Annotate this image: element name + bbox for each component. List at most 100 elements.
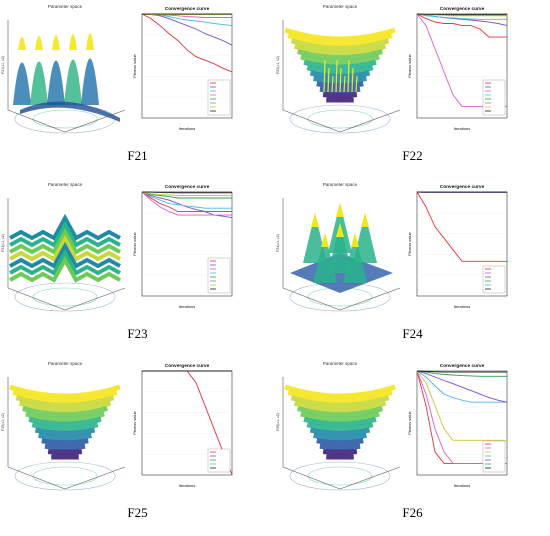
z-axis-label: F23(x1, x2) [1, 234, 5, 252]
convergence-plot: Convergence curve Iterations Fitness value [407, 184, 508, 309]
surface-wave [9, 220, 121, 248]
y-axis [64, 466, 126, 490]
surface-band [12, 390, 118, 404]
contour-line [289, 104, 391, 134]
function-label: F24 [402, 326, 423, 341]
surface-ridge [64, 59, 82, 105]
y-axis [339, 466, 401, 490]
legend-box [207, 79, 231, 116]
curve-title: Convergence curve [165, 363, 210, 369]
surface-band [290, 395, 390, 408]
figure-panel: Parameter space F26(x1, x2) Convergence cu… [275, 357, 550, 535]
surface-spike [331, 75, 334, 93]
y-axis-label: Fitness value [132, 410, 137, 434]
surface-band [313, 433, 367, 441]
series-line [416, 13, 507, 20]
x-axis-label: Iterations [179, 483, 195, 488]
surface-band [303, 416, 377, 427]
curve-title: Convergence curve [165, 6, 210, 12]
surface-spike [347, 59, 350, 93]
surface-peak-top [336, 203, 344, 217]
surface-spike [335, 59, 338, 93]
surface-title: Parameter space [48, 4, 83, 9]
surface-band [9, 384, 121, 399]
surface-band [316, 438, 364, 446]
surface-spike [327, 67, 330, 93]
series-line [416, 370, 507, 377]
function-label: F26 [402, 505, 423, 520]
x-axis [7, 287, 66, 311]
surface-title: Parameter space [323, 4, 358, 9]
convergence-plot: Convergence curve Iterations Fitness value [407, 363, 508, 488]
surface-band [41, 438, 89, 446]
series-line [416, 191, 507, 262]
surface-band [306, 422, 374, 432]
series-line [141, 191, 232, 196]
surface-band [322, 449, 358, 455]
x-axis-label: Iterations [179, 304, 195, 309]
x-axis [7, 466, 66, 490]
x-axis [282, 466, 341, 490]
curve-title: Convergence curve [440, 363, 485, 369]
y-axis-label: Fitness value [407, 410, 412, 434]
series-line [141, 191, 232, 209]
contour-line [14, 461, 116, 491]
surface-ridge-peak [69, 34, 77, 50]
surface-band [293, 43, 387, 56]
surface-peak-top [311, 213, 319, 227]
surface-title: Parameter space [48, 182, 83, 187]
y-axis [64, 109, 126, 133]
surface-ridge-peak [35, 36, 43, 50]
surface-band [293, 400, 387, 413]
surface-band [309, 70, 371, 80]
y-axis-label: Fitness value [132, 53, 137, 77]
surface-wave [9, 255, 121, 283]
y-axis-label: Fitness value [407, 53, 412, 77]
surface-ridge-peak [52, 35, 60, 50]
surface-band [287, 390, 393, 404]
function-label: F25 [127, 505, 148, 520]
series-line [141, 13, 233, 46]
surface-title: Parameter space [48, 361, 83, 366]
surface-plot: Parameter space F25(x1, x2) [1, 361, 126, 491]
series-line [416, 370, 507, 441]
x-axis-label: Iterations [454, 483, 470, 488]
surface-wave [9, 227, 121, 255]
curve-title: Convergence curve [440, 184, 485, 190]
curve-title: Convergence curve [165, 184, 210, 190]
contour-line [32, 466, 98, 486]
contour-line [32, 287, 98, 307]
legend-box [207, 257, 231, 294]
function-label: F21 [127, 148, 148, 163]
surface-band [25, 411, 105, 422]
series-line [141, 191, 232, 213]
x-axis-label: Iterations [179, 126, 195, 131]
curve-title: Convergence curve [440, 6, 485, 12]
z-axis-label: F26(x1, x2) [276, 413, 280, 431]
series-line [416, 370, 507, 403]
convergence-plot: Convergence curve Iterations Fitness value [132, 6, 233, 131]
z-axis-label: F25(x1, x2) [1, 413, 5, 431]
series-line [141, 191, 232, 216]
y-axis-label: Fitness value [132, 231, 137, 255]
legend-box [207, 448, 231, 473]
surface-band [309, 427, 371, 437]
series-line [416, 370, 507, 373]
figure-panel: Parameter space F22(x1, x2) Convergence cu… [275, 0, 550, 178]
contour-line [289, 461, 391, 491]
legend-box [482, 440, 506, 473]
series-line [416, 370, 508, 403]
contour-line [307, 466, 373, 486]
surface-band [284, 384, 396, 399]
x-axis [282, 109, 341, 133]
surface-wave [9, 234, 121, 262]
surface-peak-top [321, 233, 329, 247]
z-axis-label: F24(x1, x2) [276, 234, 280, 252]
surface-spike [355, 75, 358, 93]
y-axis-label: Fitness value [407, 231, 412, 255]
surface-ridge-peak [86, 33, 94, 50]
surface-spike [351, 67, 354, 93]
surface-band [306, 65, 374, 75]
surface-spike [343, 75, 346, 93]
x-axis-label: Iterations [454, 126, 470, 131]
